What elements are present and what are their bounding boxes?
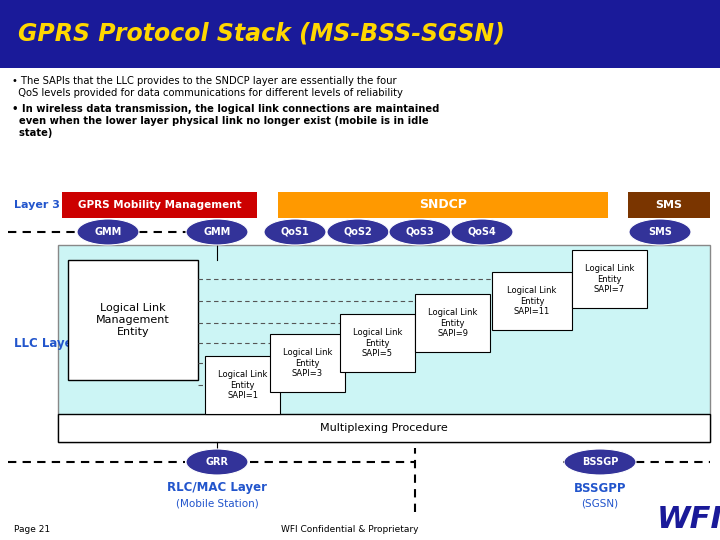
Text: SNDCP: SNDCP — [419, 199, 467, 212]
Ellipse shape — [564, 449, 636, 475]
Bar — [68, 260, 198, 380]
Bar — [0, 68, 720, 540]
Text: RLC/MAC Layer: RLC/MAC Layer — [167, 482, 267, 495]
Text: • The SAPIs that the LLC provides to the SNDCP layer are essentially the four: • The SAPIs that the LLC provides to the… — [12, 76, 397, 86]
Text: Logical Link
Entity
SAPI=9: Logical Link Entity SAPI=9 — [428, 308, 477, 338]
Text: Multiplexing Procedure: Multiplexing Procedure — [320, 423, 448, 433]
Text: QoS3: QoS3 — [405, 227, 434, 237]
Text: SMS: SMS — [655, 200, 683, 210]
Text: • In wireless data transmission, the logical link connections are maintained: • In wireless data transmission, the log… — [12, 104, 439, 114]
Bar — [628, 192, 710, 218]
Bar — [572, 250, 647, 308]
Text: (SGSN): (SGSN) — [582, 499, 618, 509]
Bar — [415, 294, 490, 352]
Text: QoS4: QoS4 — [467, 227, 496, 237]
Ellipse shape — [451, 219, 513, 245]
Text: Logical Link
Entity
SAPI=3: Logical Link Entity SAPI=3 — [283, 348, 332, 378]
Text: Layer 3: Layer 3 — [14, 200, 60, 210]
Text: state): state) — [12, 128, 53, 138]
Text: WFI: WFI — [657, 505, 720, 535]
Text: Logical Link
Entity
SAPI=7: Logical Link Entity SAPI=7 — [585, 264, 634, 294]
Text: even when the lower layer physical link no longer exist (mobile is in idle: even when the lower layer physical link … — [12, 116, 428, 126]
Text: GPRS Mobility Management: GPRS Mobility Management — [78, 200, 241, 210]
Text: GPRS Protocol Stack (MS-BSS-SGSN): GPRS Protocol Stack (MS-BSS-SGSN) — [18, 22, 505, 46]
Bar — [62, 192, 257, 218]
Text: QoS levels provided for data communications for different levels of reliability: QoS levels provided for data communicati… — [12, 88, 403, 98]
Ellipse shape — [327, 219, 389, 245]
Text: Logical Link
Entity
SAPI=5: Logical Link Entity SAPI=5 — [353, 328, 402, 358]
Text: QoS1: QoS1 — [281, 227, 310, 237]
Bar — [270, 334, 345, 392]
Bar — [340, 314, 415, 372]
Ellipse shape — [389, 219, 451, 245]
Text: LLC Layer: LLC Layer — [14, 337, 78, 350]
Bar — [0, 0, 720, 68]
Text: SMS: SMS — [648, 227, 672, 237]
Text: (Mobile Station): (Mobile Station) — [176, 499, 258, 509]
Text: QoS2: QoS2 — [343, 227, 372, 237]
Text: Logical Link
Management
Entity: Logical Link Management Entity — [96, 303, 170, 336]
Ellipse shape — [186, 449, 248, 475]
Text: GMM: GMM — [94, 227, 122, 237]
Text: GRR: GRR — [205, 457, 228, 467]
Ellipse shape — [186, 219, 248, 245]
Ellipse shape — [264, 219, 326, 245]
Text: Logical Link
Entity
SAPI=1: Logical Link Entity SAPI=1 — [218, 370, 267, 400]
Bar — [58, 245, 710, 442]
Text: Logical Link
Entity
SAPI=11: Logical Link Entity SAPI=11 — [508, 286, 557, 316]
Text: BSSGPP: BSSGPP — [574, 482, 626, 495]
Bar — [492, 272, 572, 330]
Bar — [278, 192, 608, 218]
Text: Page 21: Page 21 — [14, 525, 50, 535]
Text: GMM: GMM — [203, 227, 230, 237]
Bar — [58, 414, 710, 442]
Text: BSSGP: BSSGP — [582, 457, 618, 467]
Text: WFI Confidential & Proprietary: WFI Confidential & Proprietary — [282, 525, 419, 535]
Ellipse shape — [629, 219, 691, 245]
Ellipse shape — [77, 219, 139, 245]
Bar — [205, 356, 280, 414]
